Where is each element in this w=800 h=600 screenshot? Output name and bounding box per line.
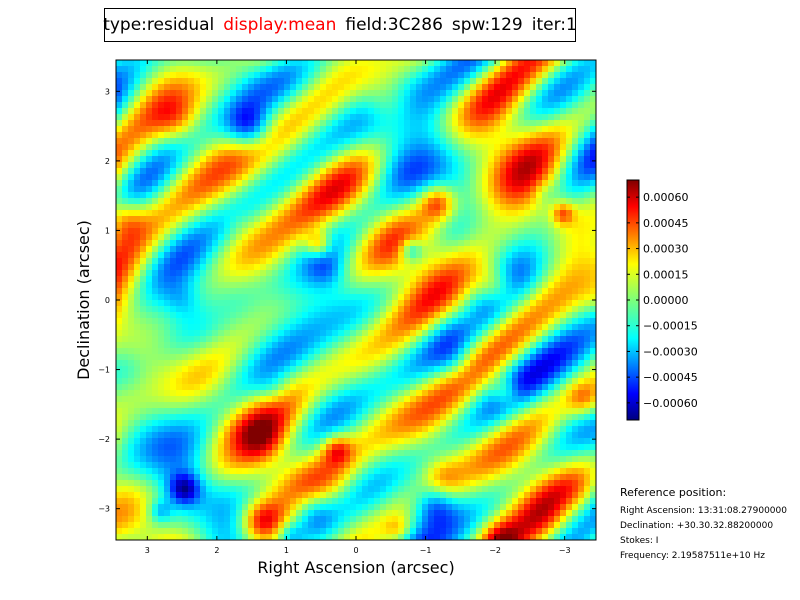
reference-line: Frequency: 2.19587511e+10 Hz [620,551,766,561]
x-tick-label: 0 [353,546,358,555]
colorbar-tick-label: −0.00060 [643,397,698,410]
x-tick-label: −1 [420,546,432,555]
y-tick-label: 1 [105,226,110,235]
plot-title-box: type:residual display:mean field:3C286 spw:… [103,8,577,42]
colorbar-tick-label: −0.00045 [643,371,698,384]
reference-line: Right Ascension: 13:31:08.27900000 [620,506,787,516]
y-tick-label: −3 [98,505,110,514]
y-tick-label: 2 [105,157,110,166]
reference-position: Reference position: Right Ascension: 13:… [620,485,787,564]
residual-image[interactable] [116,60,597,541]
reference-line: Stokes: I [620,536,659,546]
y-axis-label: Declination (arcsec) [74,220,93,380]
colorbar-tick-label: −0.00015 [643,320,698,333]
x-tick-label: 3 [145,546,150,555]
colorbar-tick-label: 0.00060 [643,191,689,204]
x-tick-label: −2 [489,546,501,555]
x-tick-label: 1 [284,546,289,555]
title-part: iter:1 [531,15,577,35]
title-part: display:mean [223,15,337,35]
title-part: field:3C286 [345,15,443,35]
y-tick-label: 3 [105,87,110,96]
colorbar-tick-label: 0.00015 [643,268,689,281]
colorbar-tick-label: 0.00000 [643,294,689,307]
reference-line: Declination: +30.30.32.88200000 [620,521,774,531]
y-tick-label: 0 [105,296,110,305]
x-tick-label: 2 [214,546,219,555]
colorbar-tick-label: 0.00030 [643,243,689,256]
title-part: type:residual [103,15,215,35]
colorbar-tick-label: −0.00030 [643,345,698,358]
title-part: spw:129 [451,15,523,35]
y-tick-label: −1 [98,366,110,375]
x-axis-label: Right Ascension (arcsec) [257,558,454,577]
y-tick-label: −2 [98,435,110,444]
colorbar-tick-label: 0.00045 [643,217,689,230]
reference-title: Reference position: [620,486,727,499]
x-tick-label: −3 [559,546,571,555]
